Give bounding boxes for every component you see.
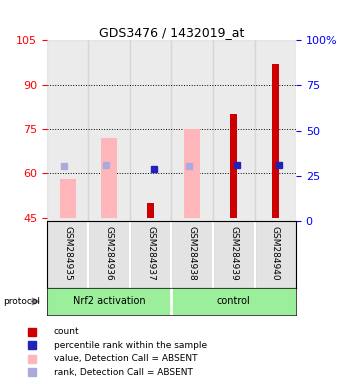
Bar bbox=[171, 221, 213, 288]
Text: rank, Detection Call = ABSENT: rank, Detection Call = ABSENT bbox=[54, 368, 192, 377]
Text: protocol: protocol bbox=[4, 297, 40, 306]
Bar bbox=[47, 288, 171, 315]
Bar bbox=[171, 40, 213, 221]
Bar bbox=[88, 221, 130, 288]
Text: GSM284935: GSM284935 bbox=[63, 226, 72, 281]
Bar bbox=[230, 114, 238, 218]
Text: GSM284937: GSM284937 bbox=[146, 226, 155, 281]
Bar bbox=[47, 221, 88, 288]
Bar bbox=[213, 40, 255, 221]
Bar bbox=[130, 40, 171, 221]
Bar bbox=[255, 40, 296, 221]
Bar bbox=[271, 64, 279, 218]
Bar bbox=[60, 179, 75, 218]
Text: value, Detection Call = ABSENT: value, Detection Call = ABSENT bbox=[54, 354, 197, 363]
Text: count: count bbox=[54, 327, 79, 336]
Bar bbox=[88, 40, 130, 221]
Bar bbox=[255, 221, 296, 288]
Text: GSM284939: GSM284939 bbox=[229, 226, 238, 281]
Bar bbox=[171, 288, 296, 315]
Bar bbox=[130, 221, 171, 288]
Text: GSM284940: GSM284940 bbox=[271, 226, 280, 281]
Text: GSM284936: GSM284936 bbox=[105, 226, 114, 281]
Bar bbox=[101, 138, 117, 218]
Text: percentile rank within the sample: percentile rank within the sample bbox=[54, 341, 207, 350]
Text: GSM284938: GSM284938 bbox=[188, 226, 197, 281]
Text: Nrf2 activation: Nrf2 activation bbox=[73, 296, 145, 306]
Title: GDS3476 / 1432019_at: GDS3476 / 1432019_at bbox=[99, 26, 244, 39]
Bar bbox=[213, 221, 255, 288]
Bar bbox=[184, 129, 200, 218]
Text: control: control bbox=[217, 296, 251, 306]
Bar bbox=[147, 203, 155, 218]
Bar bbox=[47, 40, 88, 221]
